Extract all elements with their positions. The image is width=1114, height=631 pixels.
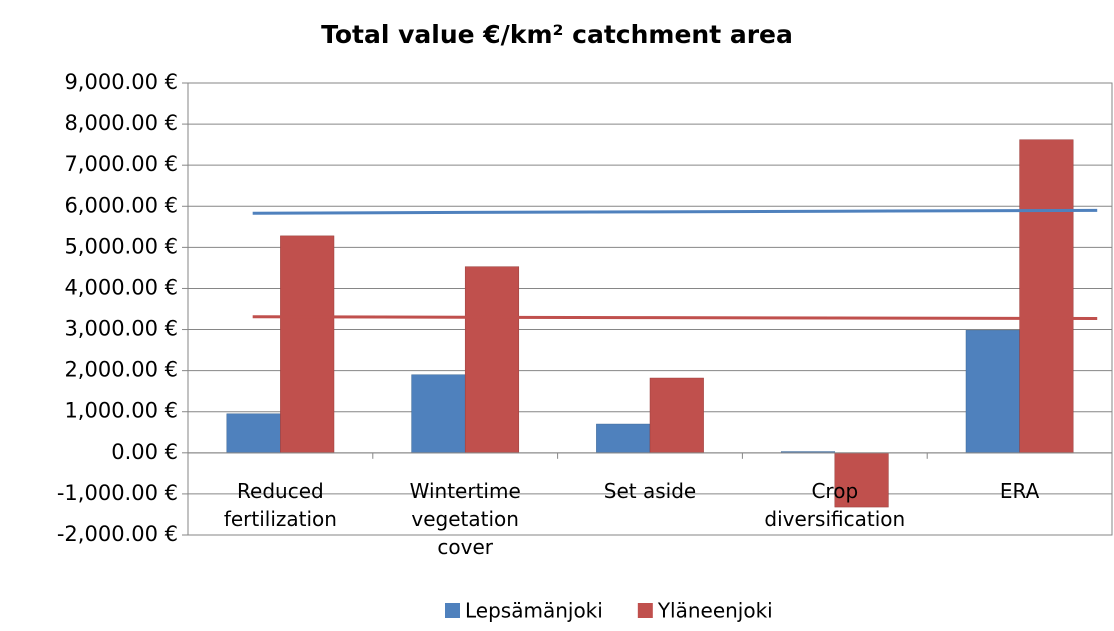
x-tick-label: ERA xyxy=(999,478,1040,503)
x-tick-label: Reduced fertilization xyxy=(223,478,337,531)
y-tick-label: 3,000.00 € xyxy=(64,317,178,341)
legend-label: Lepsämänjoki xyxy=(465,599,603,623)
y-tick-label: 9,000.00 € xyxy=(64,70,178,94)
bar xyxy=(965,330,1020,454)
y-tick-label: 4,000.00 € xyxy=(64,275,178,299)
x-tick-label: Wintertime vegetation cover xyxy=(409,478,521,559)
bar xyxy=(226,413,281,454)
legend-swatch xyxy=(445,603,460,618)
bar xyxy=(1019,139,1074,454)
bar xyxy=(649,377,704,454)
y-tick-label: 8,000.00 € xyxy=(64,111,178,135)
bar xyxy=(280,235,335,454)
y-tick-label: 7,000.00 € xyxy=(64,152,178,176)
y-tick-label: 0.00 € xyxy=(111,440,178,464)
y-tick-label: 1,000.00 € xyxy=(64,399,178,423)
y-tick-label: -1,000.00 € xyxy=(57,481,178,505)
bar xyxy=(834,452,889,508)
y-tick-label: 2,000.00 € xyxy=(64,358,178,382)
legend-swatch xyxy=(637,603,653,618)
y-tick-label: 6,000.00 € xyxy=(64,193,178,217)
trend-line xyxy=(252,315,1098,320)
x-tick-label: Set aside xyxy=(603,478,697,503)
legend-label: Yläneenjoki xyxy=(657,599,773,623)
y-tick-label: 5,000.00 € xyxy=(64,234,178,258)
bar xyxy=(411,374,466,454)
bar xyxy=(596,423,651,454)
chart-title: Total value €/km² catchment area xyxy=(321,20,793,49)
trend-line xyxy=(252,208,1098,215)
plot-area xyxy=(187,82,1113,536)
x-tick-label: Crop diversification xyxy=(764,478,906,531)
y-tick-label: -2,000.00 € xyxy=(57,522,178,546)
bar xyxy=(464,266,520,454)
